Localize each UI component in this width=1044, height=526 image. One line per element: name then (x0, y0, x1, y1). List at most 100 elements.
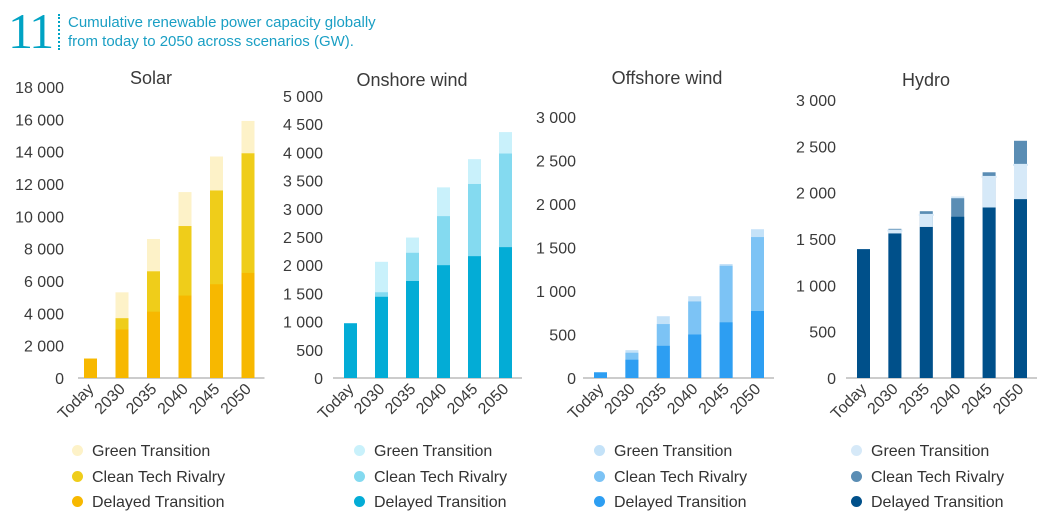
legend-label: Clean Tech Rivalry (374, 468, 508, 486)
bar-solar-delayed-transition-2045 (210, 284, 223, 378)
bar-onshore-wind-delayed-transition-2050 (499, 247, 512, 378)
x-tick-label-offshore-wind: 2050 (727, 381, 764, 418)
legend-label: Clean Tech Rivalry (614, 468, 748, 486)
x-tick-label-solar: 2040 (155, 381, 192, 418)
y-tick-label-offshore-wind: 500 (549, 328, 576, 345)
y-tick-label-solar: 2 000 (24, 339, 64, 356)
bar-solar-delayed-transition-2040 (178, 295, 192, 378)
figure-title-line-1: Cumulative renewable power capacity glob… (68, 14, 376, 31)
x-tick-label-solar: 2045 (186, 381, 223, 418)
y-tick-label-solar: 14 000 (15, 145, 64, 162)
title-divider (58, 14, 60, 50)
legend-label: Green Transition (92, 443, 211, 460)
x-tick-label-offshore-wind: 2030 (602, 381, 639, 418)
y-tick-label-hydro: 3 000 (796, 93, 836, 110)
x-tick-label-onshore-wind: 2040 (413, 381, 450, 418)
legend-item-green-transition: Green Transition (354, 442, 492, 462)
bar-offshore-wind-delayed-transition-2030 (625, 359, 639, 378)
legend-item-green-transition: Green Transition (594, 442, 732, 462)
y-tick-label-offshore-wind: 1 000 (536, 284, 576, 301)
bar-hydro-delayed-transition-today (857, 249, 870, 378)
legend-label: Green Transition (614, 443, 733, 460)
chart-title-solar: Solar (130, 68, 172, 88)
x-tick-label-offshore-wind: 2045 (696, 381, 733, 418)
y-tick-label-solar: 0 (55, 371, 64, 388)
bar-offshore-wind-delayed-transition-2050 (751, 311, 764, 378)
y-tick-label-hydro: 1 000 (796, 278, 836, 295)
x-tick-label-hydro: 2035 (896, 381, 933, 418)
y-tick-label-solar: 18 000 (15, 80, 64, 97)
legend-label: Clean Tech Rivalry (92, 468, 226, 486)
legend-swatch (354, 445, 365, 457)
x-tick-label-hydro: 2045 (959, 381, 996, 418)
figure-title-line-2: from today to 2050 across scenarios (GW)… (68, 33, 354, 50)
legend-swatch (354, 496, 365, 508)
bar-offshore-wind-delayed-transition-2045 (719, 322, 733, 378)
x-tick-label-onshore-wind: 2030 (351, 381, 388, 418)
y-tick-label-offshore-wind: 2 000 (536, 197, 576, 214)
y-tick-label-onshore-wind: 2 500 (283, 230, 323, 247)
figure-title: Cumulative renewable power capacity glob… (68, 13, 376, 51)
bar-hydro-delayed-transition-2030 (888, 233, 902, 378)
bar-offshore-wind-delayed-transition-today (594, 372, 607, 378)
legend-label: Delayed Transition (871, 494, 1004, 511)
legend-item-green-transition: Green Transition (72, 442, 210, 462)
x-tick-label-hydro: 2050 (990, 381, 1027, 418)
x-tick-label-solar: 2050 (218, 381, 255, 418)
bar-onshore-wind-delayed-transition-2030 (375, 296, 388, 378)
y-tick-label-onshore-wind: 500 (296, 343, 323, 360)
x-tick-label-hydro: 2040 (927, 381, 964, 418)
legend-swatch (594, 445, 605, 457)
y-tick-label-hydro: 0 (827, 371, 836, 388)
y-tick-label-hydro: 2 500 (796, 139, 836, 156)
x-tick-label-hydro: 2030 (865, 381, 902, 418)
x-tick-label-onshore-wind: 2045 (444, 381, 481, 418)
legend-swatch (72, 445, 83, 457)
legend-swatch (72, 470, 83, 482)
legend-swatch (851, 470, 862, 482)
legend-item-clean-tech-rivalry: Clean Tech Rivalry (354, 468, 507, 488)
y-tick-label-solar: 4 000 (24, 306, 64, 323)
legend-swatch (851, 496, 862, 508)
legend-item-delayed-transition: Delayed Transition (72, 493, 225, 513)
y-tick-label-solar: 12 000 (15, 177, 64, 194)
y-tick-label-solar: 6 000 (24, 274, 64, 291)
charts-canvas: Solar 0 2 000 4 000 6 000 8 000 10 000 12 000 14… (15, 68, 1037, 423)
chart-title-onshore-wind: Onshore wind (356, 70, 467, 90)
bar-onshore-wind-delayed-transition-2040 (437, 265, 450, 378)
y-tick-label-onshore-wind: 1 500 (283, 286, 323, 303)
bar-onshore-wind-delayed-transition-today (344, 323, 357, 378)
legend-item-clean-tech-rivalry: Clean Tech Rivalry (851, 468, 1004, 488)
legend-item-delayed-transition: Delayed Transition (851, 493, 1004, 513)
bar-hydro-delayed-transition-2040 (951, 216, 965, 378)
bar-offshore-wind-delayed-transition-2035 (656, 345, 670, 378)
legend-label: Delayed Transition (614, 494, 747, 511)
legend-swatch (851, 445, 862, 457)
legend-label: Clean Tech Rivalry (871, 468, 1005, 486)
y-tick-label-onshore-wind: 4 500 (283, 117, 323, 134)
legend-item-clean-tech-rivalry: Clean Tech Rivalry (594, 468, 747, 488)
legend-label: Delayed Transition (92, 494, 225, 511)
bar-hydro-delayed-transition-2035 (919, 226, 933, 378)
y-tick-label-offshore-wind: 3 000 (536, 110, 576, 127)
y-tick-label-hydro: 2 000 (796, 186, 836, 203)
bar-offshore-wind-delayed-transition-2040 (688, 334, 702, 378)
y-tick-label-onshore-wind: 3 500 (283, 174, 323, 191)
legend-item-clean-tech-rivalry: Clean Tech Rivalry (72, 468, 225, 488)
x-tick-label-onshore-wind: 2035 (382, 381, 419, 418)
bar-onshore-wind-delayed-transition-2045 (468, 256, 481, 378)
x-tick-label-onshore-wind: 2050 (475, 381, 512, 418)
legend-item-delayed-transition: Delayed Transition (354, 493, 507, 513)
x-tick-label-solar: 2035 (123, 381, 160, 418)
chart-title-hydro: Hydro (902, 70, 950, 90)
legend-item-delayed-transition: Delayed Transition (594, 493, 747, 513)
bar-hydro-delayed-transition-2045 (982, 207, 996, 378)
legend-swatch (72, 496, 83, 508)
y-tick-label-solar: 16 000 (15, 112, 64, 129)
y-tick-label-solar: 10 000 (15, 209, 64, 226)
y-tick-label-offshore-wind: 0 (567, 371, 576, 388)
bar-solar-delayed-transition-2035 (147, 311, 160, 378)
legend-swatch (594, 470, 605, 482)
y-tick-label-offshore-wind: 1 500 (536, 241, 576, 258)
chart-title-offshore-wind: Offshore wind (612, 68, 723, 88)
